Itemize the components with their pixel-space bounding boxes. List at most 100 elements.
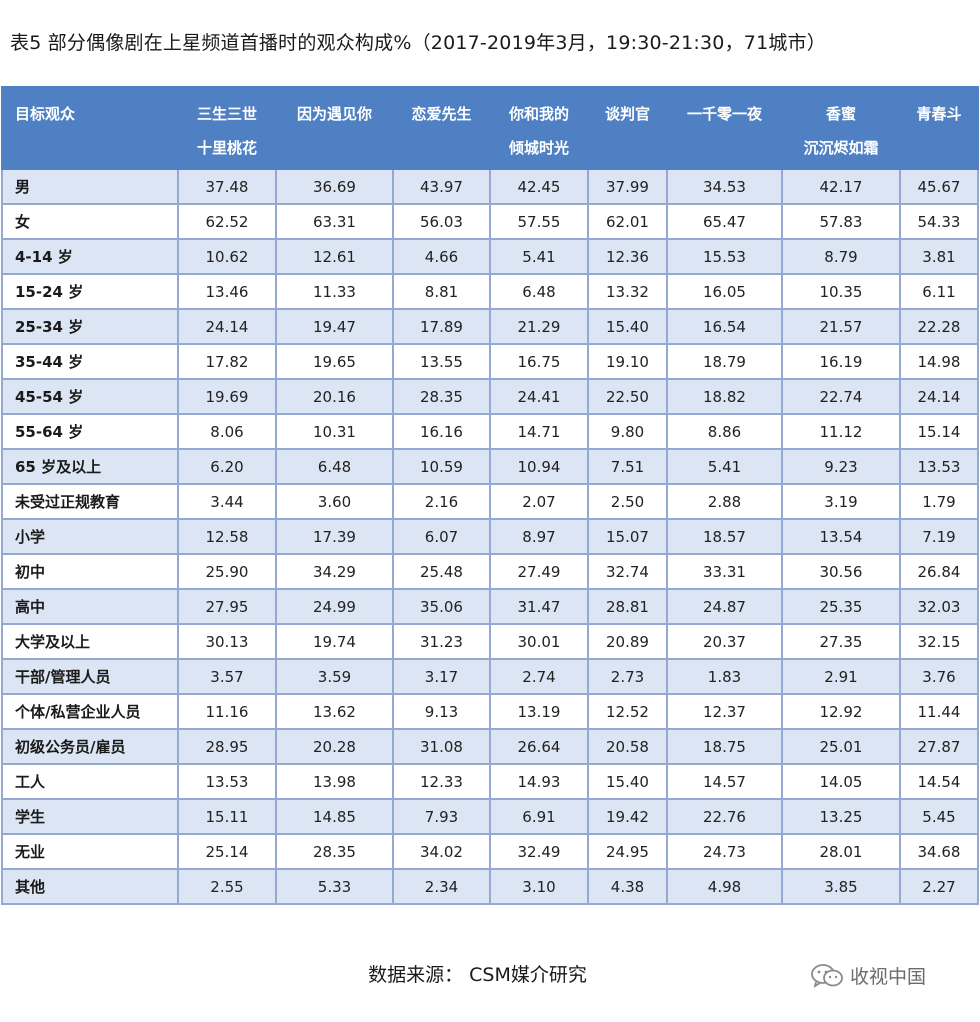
value-cell: 24.14 [899,378,979,415]
value-cell: 6.07 [392,518,491,555]
row-label: 大学及以上 [1,623,179,660]
table-row: 无业 25.14 28.35 34.02 32.49 24.95 24.73 28.01 34.… [1,833,979,870]
value-cell: 20.89 [587,623,668,660]
value-cell: 18.57 [666,518,783,555]
row-label: 初级公务员/雇员 [1,728,179,765]
value-cell: 25.14 [177,833,277,870]
value-cell: 19.47 [275,308,394,345]
wechat-icon [811,963,843,988]
value-cell: 7.51 [587,448,668,485]
value-cell: 22.50 [587,378,668,415]
data-source-note: 数据来源： CSM媒介研究 [368,964,587,986]
value-cell: 15.40 [587,308,668,345]
value-cell: 8.97 [489,518,589,555]
value-cell: 57.55 [489,203,589,240]
value-cell: 12.37 [666,693,783,730]
table-row: 学生 15.11 14.85 7.93 6.91 19.42 22.76 13.25 5.45 [1,798,979,835]
row-label: 高中 [1,588,179,625]
value-cell: 3.85 [781,868,901,905]
value-cell: 13.32 [587,273,668,310]
row-label: 女 [1,203,179,240]
value-cell: 56.03 [392,203,491,240]
value-cell: 17.89 [392,308,491,345]
value-cell: 35.06 [392,588,491,625]
value-cell: 20.28 [275,728,394,765]
value-cell: 28.81 [587,588,668,625]
value-cell: 10.94 [489,448,589,485]
value-cell: 22.76 [666,798,783,835]
header-cell: 因为遇见你 [275,86,394,170]
value-cell: 19.42 [587,798,668,835]
value-cell: 13.19 [489,693,589,730]
table-row: 初中 25.90 34.29 25.48 27.49 32.74 33.31 30.56 26.… [1,553,979,590]
value-cell: 28.35 [392,378,491,415]
value-cell: 16.75 [489,343,589,380]
value-cell: 6.48 [489,273,589,310]
value-cell: 3.10 [489,868,589,905]
value-cell: 13.53 [899,448,979,485]
value-cell: 34.53 [666,168,783,205]
value-cell: 14.05 [781,763,901,800]
value-cell: 7.93 [392,798,491,835]
value-cell: 5.41 [666,448,783,485]
value-cell: 14.98 [899,343,979,380]
row-label: 4-14 岁 [1,238,179,275]
value-cell: 32.49 [489,833,589,870]
value-cell: 10.59 [392,448,491,485]
value-cell: 27.35 [781,623,901,660]
row-label: 小学 [1,518,179,555]
value-cell: 32.15 [899,623,979,660]
value-cell: 25.90 [177,553,277,590]
row-label: 无业 [1,833,179,870]
value-cell: 28.95 [177,728,277,765]
value-cell: 15.53 [666,238,783,275]
value-cell: 9.13 [392,693,491,730]
value-cell: 6.91 [489,798,589,835]
header-cell: 三生三世 十里桃花 [177,86,277,170]
table-row: 65 岁及以上 6.20 6.48 10.59 10.94 7.51 5.41 9.23 13.… [1,448,979,485]
row-label: 初中 [1,553,179,590]
value-cell: 10.62 [177,238,277,275]
value-cell: 65.47 [666,203,783,240]
value-cell: 5.33 [275,868,394,905]
header-cell: 你和我的 倾城时光 [489,86,589,170]
value-cell: 19.74 [275,623,394,660]
value-cell: 12.92 [781,693,901,730]
value-cell: 34.02 [392,833,491,870]
value-cell: 5.41 [489,238,589,275]
value-cell: 24.87 [666,588,783,625]
table-row: 女 62.52 63.31 56.03 57.55 62.01 65.47 57.83 54.3… [1,203,979,240]
table-row: 15-24 岁 13.46 11.33 8.81 6.48 13.32 16.05 10.35… [1,273,979,310]
value-cell: 11.12 [781,413,901,450]
table-row: 干部/管理人员 3.57 3.59 3.17 2.74 2.73 1.83 2.91 3.76 [1,658,979,695]
value-cell: 19.69 [177,378,277,415]
value-cell: 2.34 [392,868,491,905]
table-row: 高中 27.95 24.99 35.06 31.47 28.81 24.87 25.35 32.… [1,588,979,625]
value-cell: 20.58 [587,728,668,765]
table-row: 4-14 岁 10.62 12.61 4.66 5.41 12.36 15.53 8.79 3.… [1,238,979,275]
row-label: 15-24 岁 [1,273,179,310]
value-cell: 6.20 [177,448,277,485]
value-cell: 15.14 [899,413,979,450]
value-cell: 25.35 [781,588,901,625]
header-row: 目标观众 三生三世 十里桃花 因为遇见你 恋爱先生 你和我的 倾城时光 谈判官 一千… [1,86,979,170]
value-cell: 27.95 [177,588,277,625]
value-cell: 4.66 [392,238,491,275]
value-cell: 14.71 [489,413,589,450]
value-cell: 9.80 [587,413,668,450]
table-row: 35-44 岁 17.82 19.65 13.55 16.75 19.10 18.79 16.… [1,343,979,380]
value-cell: 3.81 [899,238,979,275]
value-cell: 62.01 [587,203,668,240]
value-cell: 2.50 [587,483,668,520]
value-cell: 3.19 [781,483,901,520]
value-cell: 15.40 [587,763,668,800]
value-cell: 30.01 [489,623,589,660]
value-cell: 13.54 [781,518,901,555]
header-cell: 一千零一夜 [666,86,783,170]
value-cell: 18.82 [666,378,783,415]
value-cell: 20.37 [666,623,783,660]
value-cell: 31.23 [392,623,491,660]
value-cell: 3.57 [177,658,277,695]
row-label: 45-54 岁 [1,378,179,415]
value-cell: 24.14 [177,308,277,345]
